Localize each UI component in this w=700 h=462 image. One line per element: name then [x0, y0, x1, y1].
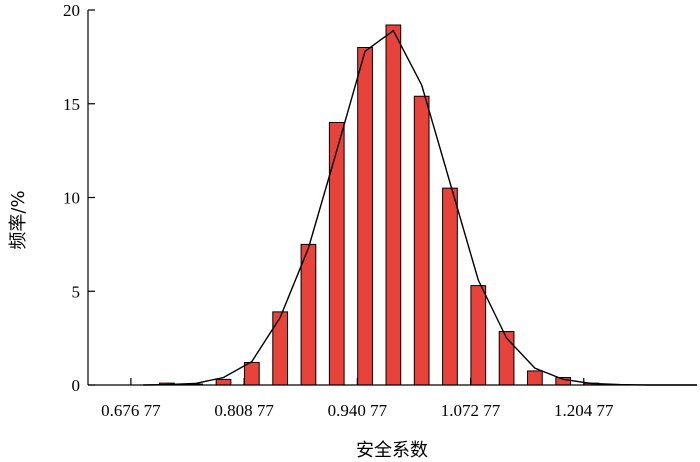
x-tick-label: 0.676 77 — [101, 401, 161, 420]
histogram-bar — [527, 370, 543, 386]
x-tick-label: 0.940 77 — [328, 401, 388, 420]
x-ticks: 0.676 77 0.808 77 0.940 77 1.072 77 1.204 77 — [101, 378, 614, 420]
y-tick-label: 0 — [72, 376, 81, 395]
x-tick-label: 1.072 77 — [441, 401, 501, 420]
y-tick-label: 15 — [63, 95, 80, 114]
x-tick-label: 1.204 77 — [554, 401, 614, 420]
histogram-bar — [300, 243, 317, 386]
histogram-bar — [272, 311, 288, 386]
histogram-bar — [215, 378, 232, 386]
y-tick-label: 10 — [63, 189, 80, 208]
histogram-bar — [328, 122, 345, 386]
y-tick-label: 5 — [72, 282, 81, 301]
histogram-bar — [555, 377, 572, 386]
histogram-bar — [243, 362, 260, 386]
frequency-curve — [143, 29, 697, 386]
histogram-bar — [385, 24, 402, 386]
x-axis-title: 安全系数 — [356, 440, 428, 461]
x-tick-label: 0.808 77 — [214, 401, 274, 420]
histogram-bar — [470, 285, 487, 386]
histogram-bar — [357, 47, 373, 386]
y-axis-title: 频率/% — [8, 190, 29, 249]
histogram-bar — [442, 187, 458, 386]
y-ticks: 0 5 10 15 20 — [63, 1, 95, 395]
histogram-bar — [413, 95, 430, 386]
histogram-bar — [498, 331, 515, 386]
frequency-curve-line — [143, 29, 697, 386]
histogram-bars — [159, 24, 600, 386]
y-tick-label: 20 — [63, 1, 80, 20]
